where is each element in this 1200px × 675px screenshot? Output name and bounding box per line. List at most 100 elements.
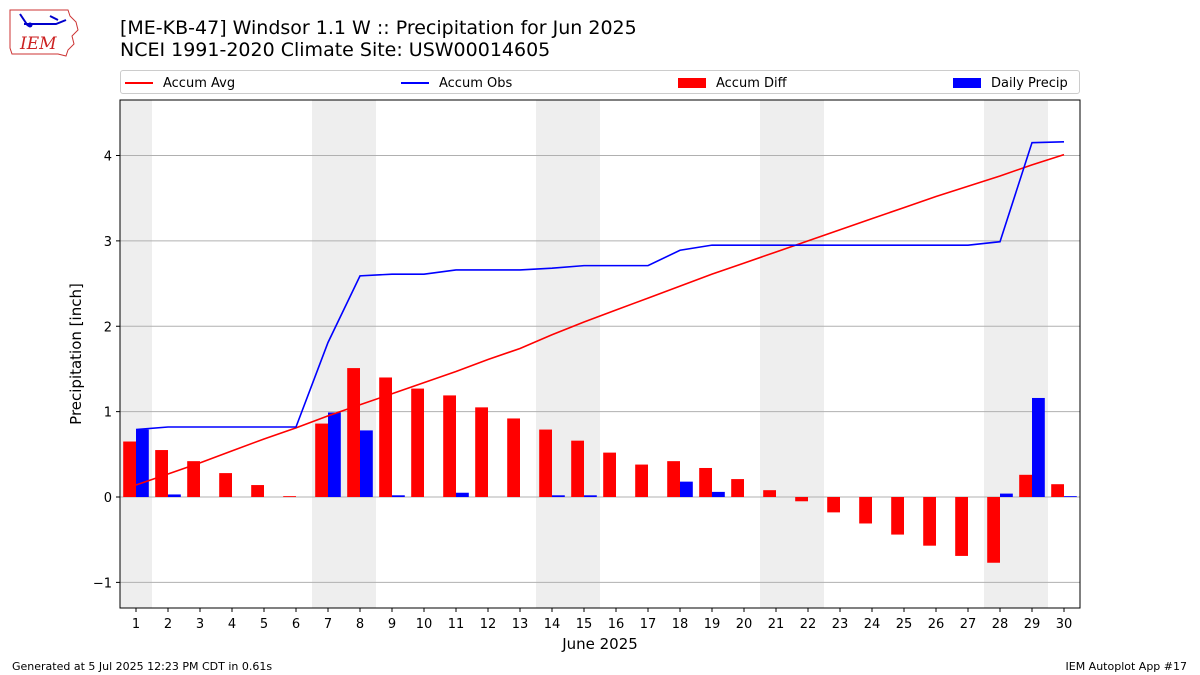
bar-accum-diff: [731, 479, 744, 498]
bar-daily-precip: [168, 494, 181, 498]
bar-accum-diff: [571, 440, 584, 498]
weather-symbols-icon: [19, 13, 67, 27]
bar-accum-diff: [955, 497, 968, 556]
x-tick-label: 15: [576, 617, 593, 632]
bar-accum-diff: [1051, 484, 1064, 498]
line-accum-avg: [135, 153, 1065, 486]
bar-accum-diff: [251, 485, 264, 498]
x-tick-label: 22: [800, 617, 817, 632]
x-tick-label: 4: [228, 617, 236, 632]
bar-accum-diff: [283, 496, 296, 498]
iowa-outline-icon: [9, 9, 79, 57]
legend-swatch-daily-precip: [953, 78, 981, 88]
legend-item-daily-precip: Daily Precip: [953, 73, 1068, 93]
legend-swatch-accum-avg: [125, 82, 153, 84]
x-tick-label: 30: [1056, 617, 1073, 632]
x-tick-label: 3: [196, 617, 204, 632]
y-axis-label: Precipitation [inch]: [67, 283, 85, 425]
bar-accum-diff: [635, 464, 648, 498]
bar-accum-diff: [539, 429, 552, 498]
bar-daily-precip: [328, 412, 341, 498]
y-tick-label: 0: [104, 491, 112, 506]
bar-accum-diff: [411, 388, 424, 498]
legend-label-accum-diff: Accum Diff: [716, 75, 787, 91]
x-tick-label: 7: [324, 617, 332, 632]
legend-item-accum-obs: Accum Obs: [401, 73, 512, 93]
bar-daily-precip: [136, 429, 149, 498]
bar-daily-precip: [584, 495, 597, 498]
x-tick-label: 13: [512, 617, 529, 632]
bar-accum-diff: [827, 497, 840, 513]
bar-accum-diff: [475, 407, 488, 498]
bar-accum-diff: [315, 423, 328, 498]
weekend-band: [312, 100, 376, 608]
legend-label-daily-precip: Daily Precip: [991, 75, 1068, 91]
bar-daily-precip: [456, 492, 469, 498]
x-tick-label: 16: [608, 617, 625, 632]
y-tick-label: −1: [93, 576, 112, 591]
bar-accum-diff: [123, 441, 136, 498]
y-tick-label: 4: [104, 149, 112, 164]
bar-accum-diff: [699, 467, 712, 498]
bar-accum-diff: [987, 497, 1000, 563]
bar-accum-diff: [187, 461, 200, 498]
iem-logo: IEM: [9, 9, 79, 57]
x-tick-label: 10: [416, 617, 433, 632]
weekend-band: [760, 100, 824, 608]
weekend-band: [120, 100, 152, 608]
bar-daily-precip: [1064, 496, 1077, 498]
bar-accum-diff: [347, 368, 360, 498]
bar-daily-precip: [712, 491, 725, 498]
x-tick-label: 11: [448, 617, 465, 632]
bar-accum-diff: [763, 490, 776, 498]
x-tick-label: 12: [480, 617, 497, 632]
footer-app: IEM Autoplot App #17: [1065, 660, 1188, 673]
bar-accum-diff: [667, 461, 680, 498]
x-tick-label: 1: [132, 617, 140, 632]
bar-daily-precip: [552, 495, 565, 498]
bar-accum-diff: [379, 377, 392, 498]
x-tick-label: 23: [832, 617, 849, 632]
x-tick-label: 29: [1024, 617, 1041, 632]
y-tick-label: 1: [104, 406, 112, 421]
bar-accum-diff: [795, 497, 808, 502]
bar-accum-diff: [155, 450, 168, 498]
bar-daily-precip: [360, 430, 373, 498]
x-axis-label: June 2025: [561, 635, 638, 653]
bar-accum-diff: [891, 497, 904, 535]
legend-item-accum-avg: Accum Avg: [125, 73, 235, 93]
x-tick-label: 18: [672, 617, 689, 632]
x-tick-label: 14: [544, 617, 561, 632]
footer-generated: Generated at 5 Jul 2025 12:23 PM CDT in …: [12, 660, 273, 673]
y-tick-label: 3: [104, 235, 112, 250]
legend: Accum Avg Accum Obs Accum Diff Daily Pre…: [120, 70, 1080, 94]
x-tick-label: 2: [164, 617, 172, 632]
bar-accum-diff: [443, 395, 456, 498]
legend-swatch-accum-obs: [401, 82, 429, 84]
x-tick-label: 28: [992, 617, 1009, 632]
plot-frame: [119, 99, 1081, 609]
x-tick-label: 20: [736, 617, 753, 632]
logo-text: IEM: [19, 34, 57, 54]
x-tick-label: 19: [704, 617, 721, 632]
weekend-band: [984, 100, 1048, 608]
x-tick-label: 26: [928, 617, 945, 632]
x-tick-label: 21: [768, 617, 785, 632]
x-tick-label: 17: [640, 617, 657, 632]
legend-label-accum-obs: Accum Obs: [439, 75, 513, 91]
x-tick-label: 25: [896, 617, 913, 632]
bar-daily-precip: [392, 495, 405, 498]
bar-accum-diff: [603, 452, 616, 498]
weekend-band: [536, 100, 600, 608]
bar-accum-diff: [507, 418, 520, 498]
chart-title: [ME-KB-47] Windsor 1.1 W :: Precipitatio…: [120, 17, 637, 39]
x-tick-label: 5: [260, 617, 268, 632]
bar-accum-diff: [219, 473, 232, 498]
bar-daily-precip: [1032, 397, 1045, 498]
legend-item-accum-diff: Accum Diff: [678, 73, 787, 93]
x-tick-label: 24: [864, 617, 881, 632]
legend-swatch-accum-diff: [678, 78, 706, 88]
bar-accum-diff: [923, 497, 936, 546]
legend-label-accum-avg: Accum Avg: [163, 75, 236, 91]
